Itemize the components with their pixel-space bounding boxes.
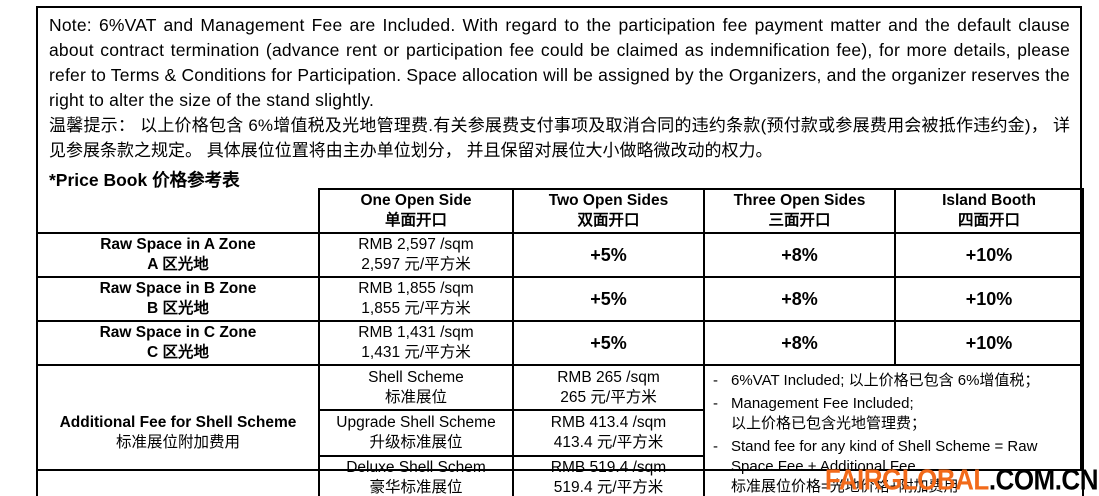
pct-cell-zone-b-two: +5% — [512, 276, 705, 322]
header-label-zh: 双面开口 — [577, 212, 640, 229]
price-zh: 265 元/平方米 — [560, 388, 657, 406]
bullet-dash: - — [713, 438, 718, 455]
note-bullet-1: - 6%VAT Included; 以上价格已包含 6%增值税； — [713, 371, 1078, 391]
price-book-title: *Price Book 价格参考表 — [49, 170, 240, 190]
note-box: Note: 6%VAT and Management Fee are Inclu… — [36, 6, 1082, 471]
price-cell-zone-c: RMB 1,431 /sqm 1,431 元/平方米 — [318, 320, 514, 366]
price-zh: 1,855 元/平方米 — [361, 300, 471, 317]
table-row-zone-b: Raw Space in B Zone B 区光地 RMB 1,855 /sqm… — [36, 276, 1084, 322]
pct-cell-zone-a-three: +8% — [703, 232, 896, 278]
header-label-en: One Open Side — [360, 192, 472, 209]
shell-price-cell: RMB 265 /sqm 265 元/平方米 — [512, 363, 705, 412]
row-label-en: Raw Space in B Zone — [99, 280, 257, 297]
note-bullet-2-line-1: Management Fee Included; — [731, 395, 914, 412]
header-cell-island-booth: Island Booth 四面开口 — [894, 188, 1084, 234]
note-bullet-1-text: 6%VAT Included; 以上价格已包含 6%增值税； — [731, 372, 1040, 389]
shell-type-zh: 豪华标准展位 — [369, 479, 463, 496]
bullet-dash: - — [713, 395, 718, 412]
table-row-zone-c: Raw Space in C Zone C 区光地 RMB 1,431 /sqm… — [36, 320, 1084, 366]
pct-cell-zone-a-two: +5% — [512, 232, 705, 278]
shell-type-zh: 升级标准展位 — [369, 433, 463, 451]
bullet-dash: - — [713, 372, 718, 389]
table-row-upgrade-shell: Upgrade Shell Scheme 升级标准展位 RMB 413.4 /s… — [37, 409, 1083, 457]
shell-notes-cell: - 6%VAT Included; 以上价格已包含 6%增值税； - Manag… — [703, 364, 1084, 496]
row-label-zone-c: Raw Space in C Zone C 区光地 — [36, 320, 320, 366]
price-en: RMB 413.4 /sqm — [550, 413, 667, 431]
shell-label-zh: 标准展位附加费用 — [115, 434, 240, 451]
shell-type-cell: Upgrade Shell Scheme 升级标准展位 — [318, 409, 514, 457]
shell-label-en: Additional Fee for Shell Scheme — [59, 414, 297, 431]
header-row: One Open Side 单面开口 Two Open Sides 双面开口 T… — [37, 188, 1084, 234]
header-cell-empty — [37, 189, 320, 234]
row-label-zh: A 区光地 — [147, 256, 209, 273]
note-bullet-3-line-2: 标准展位价格=光地价格+附加费用 — [731, 478, 959, 495]
note-text-english: Note: 6%VAT and Management Fee are Inclu… — [49, 15, 1070, 110]
row-label-zh: C 区光地 — [146, 344, 209, 361]
pct-cell-zone-b-three: +8% — [703, 276, 896, 322]
shell-type-en: Shell Scheme — [368, 368, 464, 386]
table-row-zone-a: Raw Space in A Zone A 区光地 RMB 2,597 /sqm… — [36, 232, 1084, 278]
shell-section-label: Additional Fee for Shell Scheme 标准展位附加费用 — [36, 364, 320, 496]
pct-cell-zone-a-island: +10% — [894, 232, 1084, 278]
header-label-zh: 三面开口 — [768, 212, 831, 229]
watermark-suffix: .COM.CN — [988, 463, 1099, 496]
note-bullet-2-line-2: 以上价格已包含光地管理费； — [731, 415, 927, 432]
note-bullet-2: - Management Fee Included; 以上价格已包含光地管理费； — [713, 394, 1078, 434]
header-cell-two-open-sides: Two Open Sides 双面开口 — [512, 188, 705, 234]
header-cell-one-open-side: One Open Side 单面开口 — [318, 188, 514, 234]
shell-price-cell: RMB 519.4 /sqm 519.4 元/平方米 — [512, 454, 705, 496]
row-label-en: Raw Space in C Zone — [99, 324, 257, 341]
price-en: RMB 265 /sqm — [557, 368, 660, 386]
pct-cell-zone-c-island: +10% — [894, 320, 1084, 366]
price-en: RMB 1,431 /sqm — [358, 324, 474, 341]
note-bullet-3-line-1: Stand fee for any kind of Shell Scheme =… — [731, 438, 1038, 475]
table-row-shell-scheme: Additional Fee for Shell Scheme 标准展位附加费用… — [36, 363, 1084, 496]
row-label-zone-b: Raw Space in B Zone B 区光地 — [36, 276, 320, 322]
price-en: RMB 519.4 /sqm — [550, 459, 667, 477]
pct-cell-zone-c-three: +8% — [703, 320, 896, 366]
price-en: RMB 1,855 /sqm — [358, 280, 474, 297]
price-cell-zone-a: RMB 2,597 /sqm 2,597 元/平方米 — [318, 232, 514, 278]
pct-cell-zone-b-island: +10% — [894, 276, 1084, 322]
header-label-en: Three Open Sides — [733, 192, 866, 209]
price-en: RMB 2,597 /sqm — [358, 236, 474, 253]
price-table: One Open Side 单面开口 Two Open Sides 双面开口 T… — [36, 188, 1084, 496]
header-cell-three-open-sides: Three Open Sides 三面开口 — [703, 188, 896, 234]
shell-type-cell: Deluxe Shell Schem 豪华标准展位 — [318, 454, 514, 496]
shell-type-zh: 标准展位 — [384, 388, 447, 406]
row-label-zh: B 区光地 — [146, 300, 209, 317]
header-label-en: Island Booth — [942, 192, 1036, 209]
fairglobal-watermark: FAIRGLOBAL.COM.CN — [824, 463, 1099, 496]
table-row-deluxe-shell: Deluxe Shell Schem 豪华标准展位 RMB 519.4 /sqm… — [37, 454, 1083, 496]
header-label-en: Two Open Sides — [548, 192, 669, 209]
watermark-brand: FAIRGLOBAL — [824, 463, 990, 496]
price-zh: 519.4 元/平方米 — [553, 479, 664, 496]
price-zh: 1,431 元/平方米 — [361, 344, 471, 361]
row-label-en: Raw Space in A Zone — [100, 236, 256, 253]
price-zh: 2,597 元/平方米 — [361, 256, 471, 273]
header-label-zh: 单面开口 — [384, 212, 447, 229]
row-label-zone-a: Raw Space in A Zone A 区光地 — [36, 232, 320, 278]
shell-type-en: Upgrade Shell Scheme — [336, 413, 496, 431]
price-zh: 413.4 元/平方米 — [553, 433, 664, 451]
note-bullet-3: - Stand fee for any kind of Shell Scheme… — [713, 437, 1078, 496]
pct-cell-zone-c-two: +5% — [512, 320, 705, 366]
header-label-zh: 四面开口 — [957, 212, 1020, 229]
shell-price-cell: RMB 413.4 /sqm 413.4 元/平方米 — [512, 409, 705, 457]
shell-type-en: Deluxe Shell Schem — [346, 459, 486, 477]
price-cell-zone-b: RMB 1,855 /sqm 1,855 元/平方米 — [318, 276, 514, 322]
note-text-chinese: 温馨提示： 以上价格包含 6%增值税及光地管理费.有关参展费支付事项及取消合同的… — [49, 116, 1070, 160]
shell-type-cell: Shell Scheme 标准展位 — [318, 363, 514, 412]
